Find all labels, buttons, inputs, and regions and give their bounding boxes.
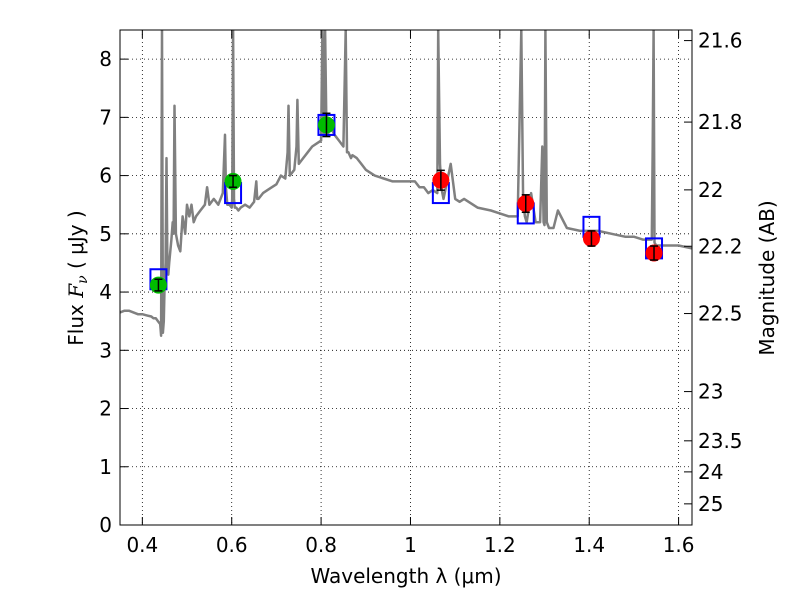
axis-ticks: 0.4 0.6 0.8 1 1.2 1.4 1.601234567821.621.82222… [99, 29, 742, 557]
y2-tick-label: 22.2 [698, 234, 743, 258]
x-tick-label: 0.4 [126, 533, 158, 557]
y-tick-label: 3 [99, 338, 112, 362]
y2-tick-label: 23 [698, 380, 723, 404]
y-tick-label: 0 [99, 513, 112, 537]
y2-tick-label: 25 [698, 492, 723, 516]
y-tick-label: 7 [99, 105, 112, 129]
y-tick-label: 1 [99, 455, 112, 479]
x-tick-label: 1.2 [484, 533, 516, 557]
x-tick-label: 0.6 [216, 533, 248, 557]
y2-axis-label: Magnitude (AB) [755, 200, 779, 355]
y2-tick-label: 21.6 [698, 29, 743, 53]
plot-frame [119, 29, 693, 526]
grid-lines [120, 30, 692, 525]
y-axis-label: Flux Fν ( μJy ) [64, 210, 91, 345]
x-tick-label: 1.4 [573, 533, 605, 557]
sed-model-line [120, 30, 692, 337]
y2-tick-label: 23.5 [698, 429, 743, 453]
y2-tick-label: 24 [698, 460, 723, 484]
x-tick-label: 0.8 [305, 533, 337, 557]
y2-tick-label: 22.5 [698, 302, 743, 326]
y-tick-label: 8 [99, 47, 112, 71]
y2-tick-label: 22 [698, 178, 723, 202]
x-axis-label: Wavelength λ (μm) [310, 564, 501, 588]
x-tick-label: 1.6 [663, 533, 695, 557]
y-tick-label: 4 [99, 280, 112, 304]
y-tick-label: 6 [99, 164, 112, 188]
y-tick-label: 5 [99, 222, 112, 246]
y-tick-label: 2 [99, 397, 112, 421]
y2-tick-label: 21.8 [698, 110, 743, 134]
x-tick-label: 1 [404, 533, 417, 557]
plot-area [120, 30, 692, 337]
